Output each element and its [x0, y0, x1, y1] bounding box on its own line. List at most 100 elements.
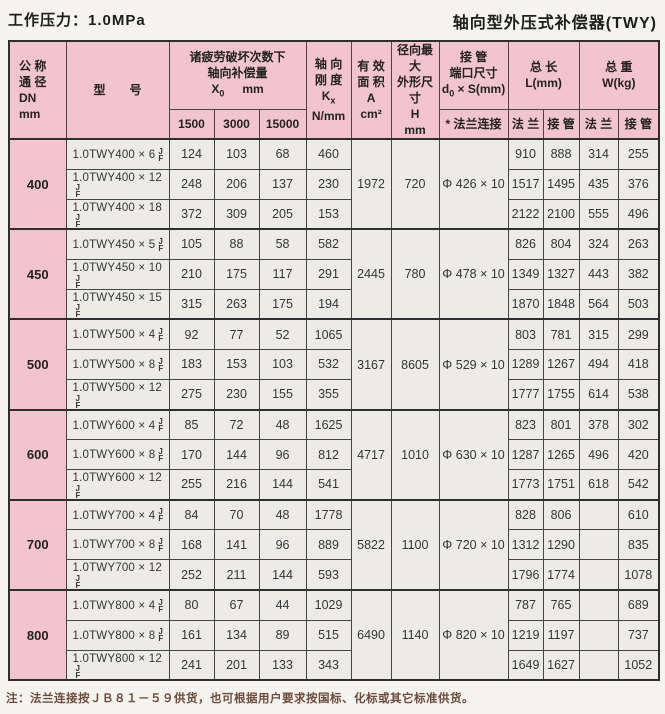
table-row: 400 1.0TWY400 × 6 J F 124 103 68 460 1972 720 Φ 42…	[8, 137, 660, 230]
x15000-cell: 175	[258, 288, 307, 320]
pipe-size-cell: Φ 478 × 10	[438, 228, 509, 320]
header-effective-area: 有 效 面 积 A cm²	[350, 40, 392, 140]
header-x0-symbol: X0 mm	[211, 82, 264, 99]
l_flange-cell: 2122	[507, 198, 544, 230]
suffix-bottom: F	[158, 363, 164, 373]
header-row-main: 公 称 通 径 DN mm 型 号 诸疲劳破坏次数下 轴向补偿量 X0 mm 轴 …	[8, 40, 660, 140]
x15000-cell: 133	[258, 649, 307, 681]
w_pipe-cell: 1078	[617, 559, 660, 591]
suffix-top: J	[158, 356, 163, 366]
x15000-cell: 144	[258, 469, 307, 501]
x1500-cell: 241	[168, 649, 215, 681]
model-label: 1.0TWY400 × 12	[72, 171, 162, 184]
model-cell: 1.0TWY500 × 12 J F	[65, 378, 170, 411]
x1500-cell: 168	[168, 529, 215, 561]
suffix-bottom: F	[75, 280, 81, 290]
kx-cell: 194	[305, 288, 352, 320]
kx-cell: 355	[305, 378, 352, 411]
l_flange-cell: 1777	[507, 378, 544, 411]
kx-cell: 515	[305, 619, 352, 651]
suffix-bottom: F	[75, 400, 81, 410]
w_flange-cell: 555	[578, 198, 619, 230]
h-cell: 1100	[390, 498, 440, 591]
model-label: 1.0TWY600 × 4	[72, 419, 156, 432]
suffix-top: J	[158, 417, 163, 427]
model-label: 1.0TWY700 × 8	[72, 539, 156, 552]
model-label: 1.0TWY450 × 5	[72, 239, 156, 252]
w_flange-cell: 614	[578, 378, 619, 411]
kx-cell: 1029	[305, 589, 352, 621]
kx-cell: 582	[305, 228, 352, 260]
header-kx-symbol: Kx	[321, 88, 336, 106]
x3000-cell: 153	[213, 348, 260, 380]
header-d0-symbol: d0 × S(mm)	[441, 82, 506, 99]
l_pipe-cell: 1290	[542, 529, 580, 561]
model-label: 1.0TWY700 × 12	[72, 562, 162, 575]
model-label: 1.0TWY800 × 12	[72, 652, 162, 665]
header-model: 型 号	[65, 40, 170, 140]
w_pipe-cell: 302	[617, 408, 660, 441]
header-line: mm	[19, 107, 41, 121]
x15000-cell: 48	[258, 498, 307, 531]
header-pipe-port-size: 接 管 端口尺寸 d0 × S(mm)	[438, 40, 509, 110]
header-weight-flange: 法 兰	[578, 108, 619, 140]
header-max-radial-dim: 径向最大 外形尺寸 H mm	[390, 40, 440, 140]
header-line: 刚 度	[314, 72, 343, 87]
header-row-sub: 1500 3000 15000 * 法兰连接 法 兰 接 管 法 兰 接 管	[9, 108, 660, 140]
w_flange-cell: 564	[578, 288, 619, 320]
dn-cell: 600	[8, 408, 67, 501]
w_pipe-cell: 263	[617, 228, 660, 260]
header-weight-pipe: 接 管	[617, 108, 660, 140]
l_flange-cell: 1289	[507, 348, 544, 380]
header-cycles-3000: 3000	[213, 108, 260, 140]
x3000-cell: 72	[213, 408, 260, 441]
header-line: mm	[404, 123, 426, 137]
header-line: 总 重	[605, 60, 633, 75]
l_pipe-cell: 1197	[542, 619, 580, 651]
header-line: 接 管	[459, 50, 488, 65]
area-cell: 6490	[350, 589, 392, 681]
table-row: 1.0TWY600 × 8 J F 170 144 96 812 1287 1265 496 420	[9, 439, 660, 471]
x1500-cell: 105	[168, 228, 215, 260]
x3000-cell: 216	[213, 469, 260, 501]
dn-cell: 500	[8, 318, 67, 411]
l_pipe-cell: 1848	[542, 288, 580, 320]
kx-cell: 1625	[305, 408, 352, 441]
model-label: 1.0TWY800 × 4	[72, 599, 156, 612]
model-label: 1.0TWY600 × 8	[72, 449, 156, 462]
kx-cell: 1778	[305, 498, 352, 531]
w_pipe-cell: 496	[617, 198, 660, 230]
l_flange-cell: 828	[507, 498, 544, 531]
x15000-cell: 103	[258, 348, 307, 380]
table-body: 400 1.0TWY400 × 6 J F 124 103 68 460 1972 720 Φ 42…	[8, 137, 660, 681]
area-cell: 1972	[350, 137, 392, 230]
model-label: 1.0TWY600 × 12	[72, 472, 162, 485]
kx-cell: 1065	[305, 318, 352, 350]
x15000-cell: 58	[258, 228, 307, 260]
l_flange-cell: 1773	[507, 469, 544, 501]
l_pipe-cell: 801	[542, 408, 580, 441]
suffix-top: J	[75, 183, 80, 193]
l_flange-cell: 910	[507, 138, 544, 170]
suffix-top: J	[75, 393, 80, 403]
model-cell: 1.0TWY450 × 10 J F	[65, 258, 170, 290]
x3000-cell: 70	[213, 498, 260, 531]
x15000-cell: 48	[258, 408, 307, 441]
table-header: 公 称 通 径 DN mm 型 号 诸疲劳破坏次数下 轴向补偿量 X0 mm 轴 …	[8, 40, 660, 140]
header-line: 通 径	[19, 75, 47, 89]
x3000-cell: 201	[213, 649, 260, 681]
header-axial-stiffness: 轴 向 刚 度 Kx N/mm	[305, 40, 352, 140]
x1500-cell: 92	[168, 318, 215, 350]
x15000-cell: 89	[258, 619, 307, 651]
x1500-cell: 372	[168, 198, 215, 230]
w_flange-cell	[578, 649, 619, 681]
